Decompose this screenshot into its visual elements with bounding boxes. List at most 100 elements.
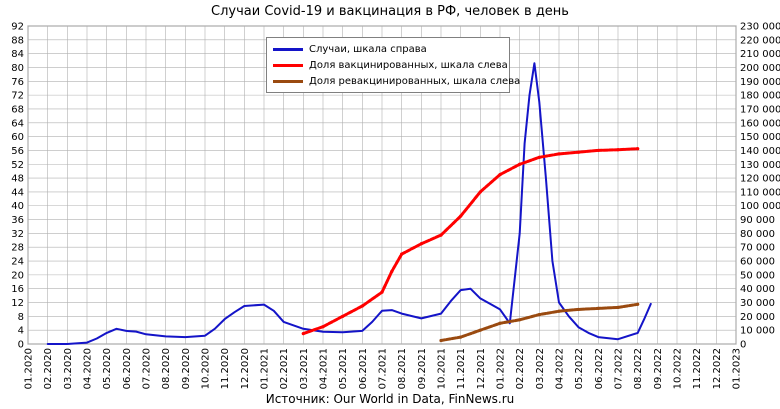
y-left-tick-label: 56 — [11, 146, 24, 157]
y-right-tick-label: 120 000 — [740, 174, 780, 185]
data-point — [459, 335, 463, 339]
chart-title: Случаи Covid-19 и вакцинация в РФ, челов… — [211, 4, 569, 19]
x-tick-label: 12.2022 — [712, 348, 723, 389]
legend-label-revaccinated: Доля ревакцинированных, шкала слева — [309, 75, 521, 87]
data-point — [459, 214, 463, 218]
y-left-tick-label: 36 — [11, 215, 24, 226]
x-tick-label: 09.2022 — [653, 348, 664, 389]
y-right-tick-label: 60 000 — [740, 257, 775, 268]
x-tick-label: 09.2021 — [417, 348, 428, 389]
data-point — [478, 190, 482, 194]
data-point — [341, 314, 345, 318]
legend-swatch-cases — [273, 47, 303, 51]
data-point — [301, 332, 305, 336]
data-point — [616, 148, 620, 152]
chart-source: Источник: Our World in Data, FinNews.ru — [265, 392, 515, 406]
data-point — [321, 325, 325, 329]
x-tick-label: 04.2022 — [555, 348, 566, 389]
legend-item-revaccinated: Доля ревакцинированных, шкала слева — [273, 74, 520, 88]
data-point — [636, 302, 640, 306]
x-tick-label: 03.2022 — [535, 348, 546, 389]
series-cases-line — [46, 62, 652, 345]
x-tick-label: 07.2020 — [142, 348, 153, 389]
x-tick-label: 04.2020 — [83, 348, 94, 389]
x-tick-label: 10.2022 — [673, 348, 684, 389]
x-tick-label: 08.2022 — [633, 348, 644, 389]
y-right-tick-label: 30 000 — [740, 298, 775, 309]
data-point — [577, 150, 581, 154]
data-point — [518, 318, 522, 322]
x-tick-label: 04.2021 — [319, 348, 330, 389]
y-left-tick-label: 92 — [11, 22, 24, 33]
x-tick-label: 02.2021 — [279, 348, 290, 389]
x-tick-label: 05.2022 — [574, 348, 585, 389]
y-right-tick-label: 190 000 — [740, 77, 780, 88]
y-right-tick-label: 150 000 — [740, 132, 780, 143]
y-right-tick-label: 10 000 — [740, 326, 775, 337]
data-point — [360, 304, 364, 308]
data-point — [616, 305, 620, 309]
x-tick-label: 05.2021 — [338, 348, 349, 389]
data-point — [498, 321, 502, 325]
x-tick-label: 10.2021 — [437, 348, 448, 389]
x-tick-label: 02.2022 — [515, 348, 526, 389]
y-right-tick-label: 0 — [740, 340, 746, 351]
x-tick-label: 08.2020 — [161, 348, 172, 389]
y-right-tick-label: 170 000 — [740, 104, 780, 115]
y-left-tick-label: 24 — [11, 257, 24, 268]
y-right-tick-label: 40 000 — [740, 284, 775, 295]
data-point — [439, 338, 443, 343]
data-point — [439, 233, 443, 237]
x-tick-label: 11.2021 — [456, 348, 467, 389]
x-tick-label: 06.2020 — [122, 348, 133, 389]
data-point — [390, 269, 394, 274]
data-point — [400, 252, 404, 256]
x-tick-label: 01.2022 — [496, 348, 507, 389]
data-point — [557, 152, 561, 156]
y-left-tick-label: 60 — [11, 132, 24, 143]
data-point — [557, 309, 561, 313]
x-tick-label: 03.2020 — [63, 348, 74, 389]
y-left-tick-label: 88 — [11, 35, 24, 46]
data-point — [596, 306, 600, 310]
y-left-tick-label: 20 — [11, 270, 24, 281]
data-point — [518, 162, 522, 166]
y-left-tick-label: 28 — [11, 243, 24, 254]
x-tick-label: 12.2021 — [476, 348, 487, 389]
legend-swatch-revaccinated — [273, 79, 303, 83]
y-right-tick-label: 220 000 — [740, 35, 780, 46]
y-right-tick-label: 130 000 — [740, 160, 780, 171]
y-right-tick-label: 160 000 — [740, 118, 780, 129]
legend-swatch-vaccinated — [273, 63, 303, 67]
x-tick-label: 03.2021 — [299, 348, 310, 389]
y-left-tick-label: 80 — [11, 63, 24, 74]
y-left-tick-label: 44 — [11, 187, 24, 198]
y-right-tick-label: 50 000 — [740, 270, 775, 281]
y-right-tick-label: 230 000 — [740, 22, 780, 33]
legend-item-cases: Случаи, шкала справа — [273, 42, 427, 56]
data-point — [419, 242, 423, 246]
x-tick-label: 11.2020 — [220, 348, 231, 389]
x-tick-label: 01.2023 — [732, 348, 743, 389]
y-right-tick-label: 80 000 — [740, 229, 775, 240]
y-right-tick-label: 180 000 — [740, 91, 780, 102]
legend-item-vaccinated: Доля вакцинированных, шкала слева — [273, 58, 508, 72]
y-left-tick-label: 52 — [11, 160, 24, 171]
y-left-tick-label: 8 — [18, 312, 24, 323]
chart-legend: Случаи, шкала справа Доля вакцинированны… — [266, 37, 520, 93]
y-left-tick-label: 12 — [11, 298, 24, 309]
x-tick-label: 06.2021 — [358, 348, 369, 389]
y-left-tick-label: 64 — [11, 118, 24, 129]
y-right-tick-label: 110 000 — [740, 187, 780, 198]
data-point — [380, 290, 384, 294]
x-tick-label: 01.2021 — [260, 348, 271, 389]
y-left-tick-label: 32 — [11, 229, 24, 240]
y-left-tick-label: 68 — [11, 104, 24, 115]
x-tick-label: 12.2020 — [240, 348, 251, 389]
x-tick-label: 01.2020 — [24, 348, 35, 389]
y-right-tick-label: 200 000 — [740, 63, 780, 74]
x-tick-label: 10.2020 — [201, 348, 212, 389]
data-point — [636, 147, 640, 151]
